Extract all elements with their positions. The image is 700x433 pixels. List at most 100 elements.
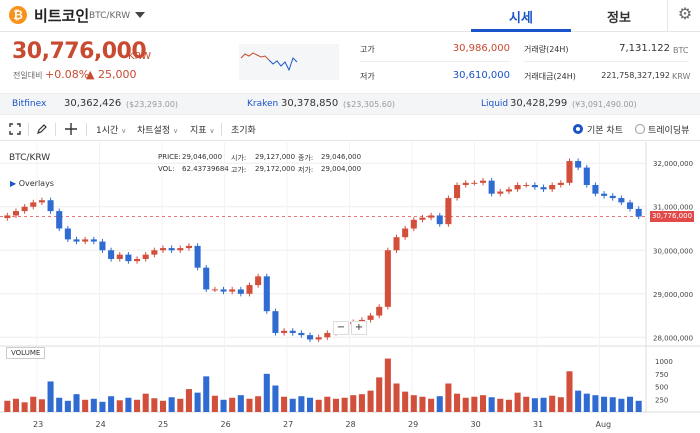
volume-bar <box>627 396 634 412</box>
volume-bar <box>324 396 331 412</box>
chart-settings-menu[interactable]: 차트설정 ∨ <box>137 123 178 136</box>
current-price-tag: 30,776,000 <box>650 211 694 222</box>
exchange-price: 30,428,299 <box>510 98 568 109</box>
chevron-down-icon: ∨ <box>209 127 215 135</box>
tradingview-label[interactable]: 트레이딩뷰 <box>648 126 690 136</box>
tab-info[interactable]: 정보 <box>607 11 631 26</box>
exchange-name[interactable]: Kraken <box>247 99 279 109</box>
tradingview-radio[interactable] <box>635 124 645 134</box>
toolbar-divider <box>86 123 87 136</box>
time-tick-label: 24 <box>96 420 106 429</box>
volume-bar <box>99 401 106 412</box>
zoom-in-button[interactable]: + <box>351 321 367 335</box>
current-price: 30,776,000 <box>12 39 147 64</box>
exchange-name[interactable]: Bitfinex <box>12 99 47 109</box>
candle-body <box>246 285 253 294</box>
coin-pair: BTC/KRW <box>89 11 131 21</box>
candle-body <box>566 161 573 183</box>
zoom-out-button[interactable]: − <box>333 321 349 335</box>
app-header: ₿ 비트코인 BTC/KRW 시세 정보 ⚙ <box>0 0 700 32</box>
volume-bar <box>38 399 45 412</box>
toolbar-divider <box>221 123 222 136</box>
volume-bar <box>367 390 374 412</box>
time-tick-label: Aug <box>596 420 612 429</box>
chevron-down-icon[interactable] <box>135 12 145 18</box>
time-tick-label: 23 <box>33 420 43 429</box>
exchange-name[interactable]: Liquid <box>481 99 509 109</box>
volume-bar <box>376 377 383 412</box>
crosshair-icon[interactable] <box>64 122 78 136</box>
candle-body <box>609 195 616 199</box>
candlestick-chart[interactable]: 32,000,000 31,000,000 30,000,000 29,000,000… <box>0 142 700 433</box>
chevron-down-icon: ∨ <box>173 127 179 135</box>
info-price-label: PRICE: <box>158 153 181 161</box>
time-tick-label: 27 <box>283 420 293 429</box>
basic-chart-label[interactable]: 기본 차트 <box>587 126 623 136</box>
toolbar-divider <box>28 123 29 136</box>
overlays-toggle[interactable]: ▶ Overlays <box>10 179 54 188</box>
volume-bar <box>332 398 339 412</box>
exchange-converted: ($23,305.60) <box>343 100 396 109</box>
fullscreen-icon[interactable] <box>9 123 21 135</box>
candle-body <box>505 189 512 192</box>
overlays-label: Overlays <box>18 179 54 188</box>
volume-bar <box>108 396 115 412</box>
volume-bar <box>497 398 504 412</box>
volume-bar <box>315 399 322 412</box>
reset-button[interactable]: 초기화 <box>231 126 256 136</box>
candle-body <box>125 254 132 262</box>
candle-body <box>220 289 227 292</box>
stat-divider <box>360 61 510 62</box>
volume-bar <box>203 376 210 412</box>
volume-bar <box>159 400 167 412</box>
volume-bar <box>307 397 314 412</box>
bitcoin-icon: ₿ <box>9 6 27 24</box>
candle-body <box>281 330 288 333</box>
candle-body <box>601 193 608 196</box>
volume-bar <box>358 394 365 412</box>
volume-bar <box>177 398 184 412</box>
volume-bar <box>263 373 270 412</box>
volume-tick-label: 500 <box>655 384 668 392</box>
volume-bar <box>82 399 89 412</box>
time-tick-label: 31 <box>533 420 543 429</box>
mini-chart[interactable] <box>239 44 339 80</box>
candle-body <box>428 215 435 218</box>
gear-icon[interactable]: ⚙ <box>677 4 693 23</box>
coin-name[interactable]: 비트코인 <box>34 7 90 25</box>
volume-tick-label: 250 <box>655 396 668 404</box>
candle-body <box>454 184 461 199</box>
time-tick-label: 25 <box>158 420 168 429</box>
candle-body <box>523 184 530 186</box>
candle-body <box>134 258 141 262</box>
candle-body <box>471 182 478 184</box>
candle-body <box>367 315 374 320</box>
indicators-menu[interactable]: 지표 ∨ <box>190 123 215 136</box>
candle-body <box>4 215 11 219</box>
info-open-label: 시가: <box>231 154 247 162</box>
candle-body <box>410 219 417 229</box>
candle-body <box>272 311 279 333</box>
volume-bar <box>255 396 262 412</box>
price-tick-label: 32,000,000 <box>653 160 693 168</box>
candle-body <box>540 187 547 190</box>
basic-chart-radio[interactable] <box>573 124 583 134</box>
candle-body <box>99 241 106 251</box>
candle-body <box>531 184 538 188</box>
candle-body <box>177 248 184 251</box>
stat-divider <box>524 61 689 62</box>
volume-value: 7,131.122 <box>619 43 670 54</box>
candle-body <box>557 182 564 185</box>
candle-body <box>307 335 314 340</box>
exchange-converted: ($23,293.00) <box>126 100 179 109</box>
tab-quotes[interactable]: 시세 <box>471 7 571 32</box>
volume-bar <box>341 397 348 412</box>
chart-settings-label: 차트설정 <box>137 126 171 136</box>
volume-bar <box>609 397 616 412</box>
price-tick-label: 29,000,000 <box>653 291 693 299</box>
pencil-icon[interactable] <box>36 123 48 135</box>
interval-select[interactable]: 1시간 ∨ <box>96 123 126 136</box>
volume-bar <box>64 400 71 412</box>
candle-body <box>237 289 244 294</box>
indicators-label: 지표 <box>190 126 207 136</box>
